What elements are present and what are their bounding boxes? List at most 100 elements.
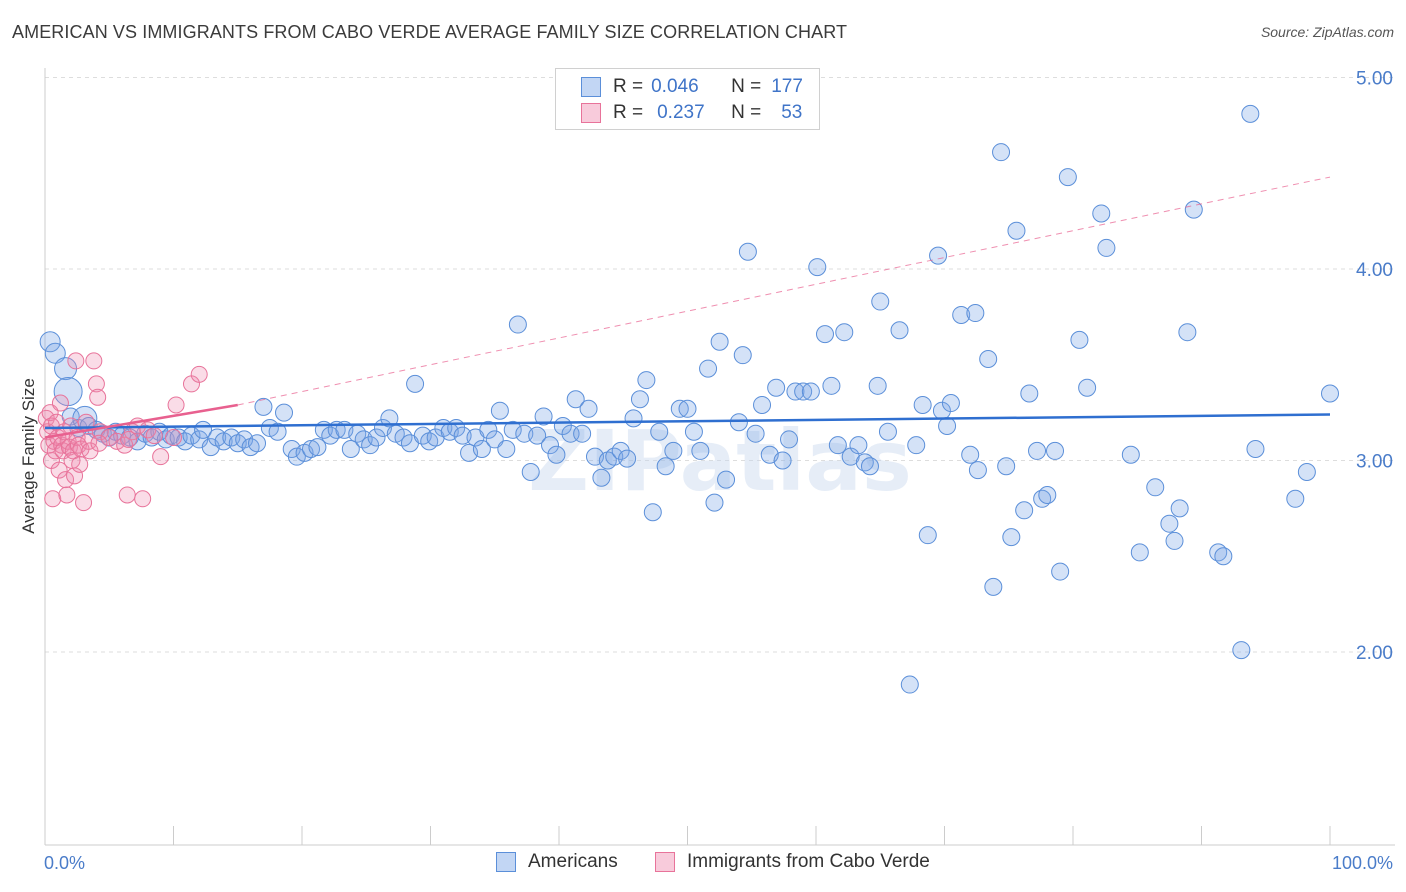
americans-point xyxy=(997,457,1016,476)
americans-point xyxy=(968,461,987,480)
americans-point xyxy=(913,395,932,414)
americans-point xyxy=(828,436,847,455)
americans-point xyxy=(1165,531,1184,550)
americans-point xyxy=(611,441,630,460)
americans-point xyxy=(753,395,772,414)
americans-point xyxy=(308,438,327,457)
cabo-verde-point xyxy=(50,461,68,479)
americans-point xyxy=(528,426,547,445)
americans-point xyxy=(900,675,919,694)
y-axis-label: Average Family Size xyxy=(19,378,38,534)
americans-point xyxy=(534,407,553,426)
americans-point xyxy=(941,394,960,413)
americans-point xyxy=(1070,330,1089,349)
americans-point xyxy=(808,258,827,277)
legend-n-label: N = xyxy=(731,102,762,123)
americans-point xyxy=(503,420,522,439)
americans-point xyxy=(380,409,399,428)
americans-point xyxy=(705,493,724,512)
americans-point xyxy=(684,422,703,441)
americans-point xyxy=(521,462,540,481)
americans-point xyxy=(678,399,697,418)
americans-point xyxy=(1097,238,1116,257)
americans-point xyxy=(786,382,805,401)
americans-point xyxy=(1121,445,1140,464)
americans-point xyxy=(643,503,662,522)
americans-point xyxy=(301,440,320,459)
americans-point xyxy=(254,397,273,416)
cabo-verde-point xyxy=(85,352,103,370)
cabo-verde-point xyxy=(89,388,107,406)
americans-point xyxy=(1170,499,1189,518)
americans-point xyxy=(871,292,890,311)
legend-row-americans: R = 0.046 N = 177 xyxy=(581,75,803,99)
americans-point xyxy=(738,242,757,261)
americans-point xyxy=(670,399,689,418)
americans-point xyxy=(1051,562,1070,581)
americans-point xyxy=(966,304,985,323)
americans-point xyxy=(1160,514,1179,533)
y-tick-label: 2.00 xyxy=(1356,643,1393,664)
legend-r-value: 0.237 xyxy=(657,102,705,123)
americans-point xyxy=(275,403,294,422)
cabo-verde-point xyxy=(100,429,118,447)
bottom-legend-americans-label: Americans xyxy=(528,851,618,872)
americans-point xyxy=(801,382,820,401)
cabo-verde-point xyxy=(58,486,76,504)
correlation-legend: R = 0.046 N = 177 R = 0.237 N = 53 xyxy=(555,68,820,130)
cabo-verde-point xyxy=(167,396,185,414)
cabo-verde-trend-line xyxy=(44,403,238,439)
americans-point xyxy=(710,332,729,351)
legend-n-label: N = xyxy=(731,76,762,97)
americans-point xyxy=(918,526,937,545)
grid-lines xyxy=(45,77,1395,653)
americans-point xyxy=(780,430,799,449)
americans-point xyxy=(1020,384,1039,403)
americans-point xyxy=(1092,204,1111,223)
legend-n-value: 177 xyxy=(771,76,803,97)
chart-title: AMERICAN VS IMMIGRANTS FROM CABO VERDE A… xyxy=(12,22,848,42)
americans-point xyxy=(860,457,879,476)
americans-point xyxy=(984,577,1003,596)
americans-point xyxy=(691,441,710,460)
americans-point xyxy=(573,424,592,443)
cabo-verde-point xyxy=(71,455,89,473)
chart-source: Source: ZipAtlas.com xyxy=(1260,24,1394,40)
americans-point xyxy=(822,376,841,395)
americans-point xyxy=(1058,168,1077,187)
americans-point xyxy=(952,305,971,324)
legend-r-value: 0.046 xyxy=(651,76,699,97)
americans-point xyxy=(268,422,287,441)
americans-point xyxy=(794,382,813,401)
americans-point xyxy=(490,401,509,420)
watermark: ZIPatlas xyxy=(528,412,912,510)
cabo-verde-point xyxy=(190,365,208,383)
americans-point xyxy=(1178,323,1197,342)
americans-point xyxy=(592,468,611,487)
americans-point xyxy=(624,409,643,428)
americans-point xyxy=(1028,441,1047,460)
americans-point xyxy=(39,331,61,353)
cabo-verde-point xyxy=(165,429,182,447)
americans-point xyxy=(485,430,504,449)
americans-point xyxy=(1078,378,1097,397)
americans-point xyxy=(650,422,669,441)
americans-point xyxy=(341,440,360,459)
cabo-verde-point xyxy=(87,375,105,393)
cabo-verde-swatch xyxy=(655,852,675,872)
cabo-verde-point xyxy=(134,490,152,508)
americans-point xyxy=(1286,489,1305,508)
cabo-verde-point xyxy=(44,490,62,508)
americans-point xyxy=(479,420,498,439)
americans-point xyxy=(815,325,834,344)
americans-point xyxy=(637,371,656,390)
americans-point xyxy=(1002,528,1021,547)
x-tick-label: 0.0% xyxy=(44,853,85,873)
americans-point xyxy=(929,246,948,265)
y-tick-label: 4.00 xyxy=(1356,260,1393,281)
americans-point xyxy=(44,342,66,364)
americans-point xyxy=(717,470,736,489)
cabo-verde-point xyxy=(67,352,85,370)
americans-point xyxy=(566,390,585,409)
americans-point xyxy=(878,422,897,441)
